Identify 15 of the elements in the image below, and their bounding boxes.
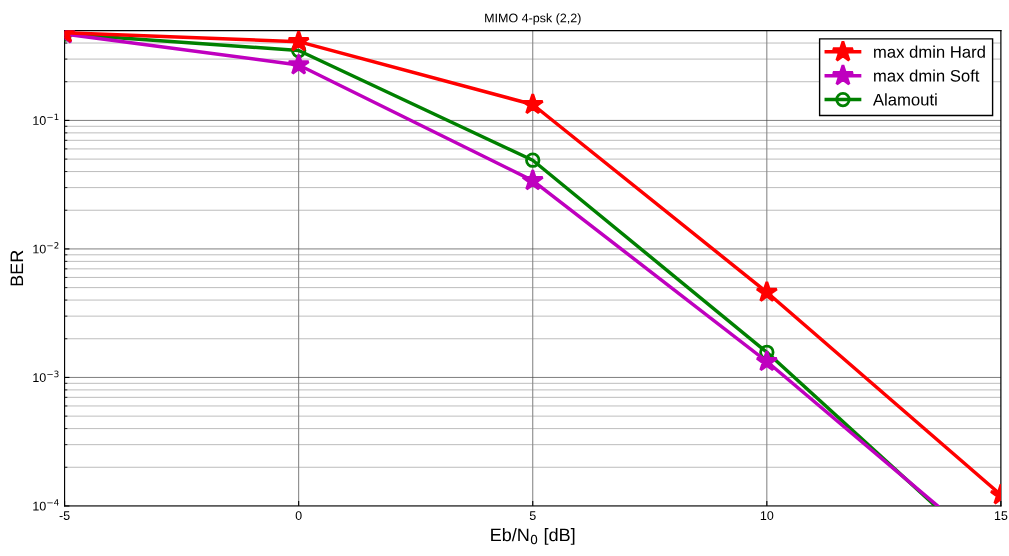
x-tick-label: -5	[59, 511, 70, 520]
x-tick-label: 15	[994, 511, 1008, 520]
y-tick-label: 10$^{−4}$	[33, 499, 59, 511]
legend-label: max dmin Soft	[874, 69, 980, 82]
x-axis-title: Eb/N$_{0}$ [dB]	[491, 528, 575, 545]
chart-title: MIMO 4-psk (2,2)	[485, 13, 581, 25]
x-tick-label: 10	[760, 511, 774, 520]
y-tick-label: 10$^{−1}$	[33, 113, 59, 125]
y-tick-label: 10$^{−2}$	[33, 242, 59, 254]
x-tick-label: 5	[529, 511, 536, 520]
legend-label: max dmin Hard	[874, 45, 985, 58]
legend-label: Alamouti	[872, 93, 937, 106]
x-tick-label: 0	[295, 511, 302, 520]
y-tick-label: 10$^{−3}$	[33, 370, 59, 382]
y-axis-title: BER	[10, 250, 24, 286]
